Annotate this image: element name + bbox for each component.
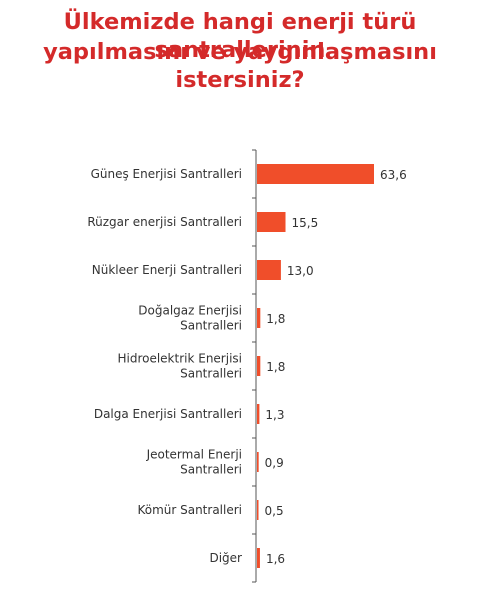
bar (257, 356, 261, 376)
value-label: 13,0 (287, 264, 314, 278)
bar (257, 260, 281, 280)
bar (257, 212, 286, 232)
value-label: 0,9 (265, 456, 284, 470)
category-label: Jeotermal Enerji (146, 448, 242, 462)
bar (257, 404, 260, 424)
category-label: Doğalgaz Enerjisi (138, 304, 242, 318)
value-label: 0,5 (265, 504, 284, 518)
category-label: Güneş Enerjisi Santralleri (91, 167, 242, 181)
value-label: 1,8 (266, 312, 285, 326)
category-label: Santralleri (180, 367, 242, 381)
bar (257, 500, 259, 520)
category-label: Santralleri (180, 319, 242, 333)
category-label: Santralleri (180, 463, 242, 477)
bar (257, 164, 374, 184)
value-label: 15,5 (292, 216, 319, 230)
bar (257, 548, 260, 568)
category-label: Diğer (209, 551, 242, 565)
bar (257, 452, 259, 472)
chart-title-line-1: Ülkemizde hangi enerji türü santrallerin… (63, 9, 417, 63)
category-label: Rüzgar enerjisi Santralleri (87, 215, 242, 229)
category-label: Hidroelektrik Enerjisi (117, 352, 242, 366)
category-label: Nükleer Enerji Santralleri (92, 263, 242, 277)
chart-title-line-2: yapılmasını ve yaygınlaşmasını istersini… (43, 39, 437, 93)
category-label: Dalga Enerjisi Santralleri (94, 407, 242, 421)
category-label: Kömür Santralleri (137, 503, 242, 517)
value-label: 1,6 (266, 552, 285, 566)
value-label: 63,6 (380, 168, 407, 182)
value-label: 1,8 (266, 360, 285, 374)
value-label: 1,3 (265, 408, 284, 422)
bar (257, 308, 261, 328)
